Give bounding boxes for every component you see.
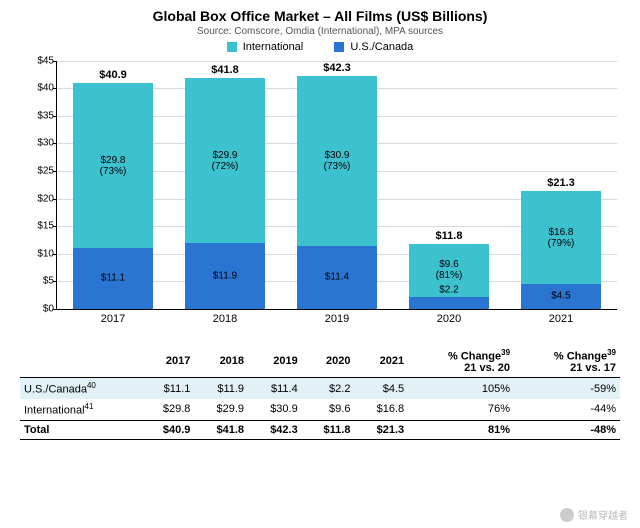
table-cell: $2.2 <box>302 378 355 399</box>
bar-segment-label-international: $30.9 (73%) <box>297 150 378 172</box>
legend-international: International <box>227 41 304 53</box>
bar-total-label: $40.9 <box>73 69 154 81</box>
page-root: Global Box Office Market – All Films (US… <box>0 0 640 528</box>
table-header: 2017 <box>141 345 195 378</box>
chart-subtitle: Source: Comscore, Omdia (International),… <box>14 26 626 37</box>
y-axis-label: $40 <box>20 83 54 94</box>
legend-us-canada: U.S./Canada <box>334 41 413 53</box>
table-cell: $4.5 <box>354 378 408 399</box>
bar-group: $42.3 $30.9 (73%) $11.4 <box>297 61 378 309</box>
table-cell: -48% <box>514 420 620 439</box>
chart-title: Global Box Office Market – All Films (US… <box>14 8 626 25</box>
table-cell: $11.1 <box>141 378 195 399</box>
table: 20172018201920202021% Change3921 vs. 20%… <box>20 345 620 440</box>
table-cell: $29.9 <box>194 399 248 420</box>
watermark-text: 银幕穿越者 <box>578 507 628 522</box>
bar-segment-label-us-canada: $11.1 <box>73 273 154 284</box>
legend-label-us-canada: U.S./Canada <box>350 41 413 53</box>
bar-segment-label-us-canada: $11.9 <box>185 271 266 282</box>
legend: International U.S./Canada <box>14 41 626 55</box>
table-cell: $29.8 <box>141 399 195 420</box>
table-cell: -44% <box>514 399 620 420</box>
bar-segment-us-canada <box>409 297 490 309</box>
bar-group: $40.9 $29.8 (73%) $11.1 <box>73 61 154 309</box>
x-axis-label: 2021 <box>549 313 573 325</box>
table-cell: $11.4 <box>248 378 302 399</box>
table-cell: 81% <box>408 420 514 439</box>
y-axis-label: $20 <box>20 193 54 204</box>
row-label: International41 <box>20 399 141 420</box>
watermark-icon <box>560 508 574 522</box>
table-header: % Change3921 vs. 20 <box>408 345 514 378</box>
x-axis-label: 2020 <box>437 313 461 325</box>
table-cell: $41.8 <box>194 420 248 439</box>
table-cell: $11.8 <box>302 420 355 439</box>
y-axis-label: $25 <box>20 166 54 177</box>
table-header: 2019 <box>248 345 302 378</box>
table-cell: $21.3 <box>354 420 408 439</box>
table-cell: 76% <box>408 399 514 420</box>
data-table: 20172018201920202021% Change3921 vs. 20%… <box>20 345 620 440</box>
y-axis-label: $15 <box>20 221 54 232</box>
y-axis-label: $5 <box>20 276 54 287</box>
bar-group: $41.8 $29.9 (72%) $11.9 <box>185 61 266 309</box>
y-axis-label: $30 <box>20 138 54 149</box>
bar-total-label: $42.3 <box>297 62 378 74</box>
table-cell: $11.9 <box>194 378 248 399</box>
chart-plot: $40.9$29.8 (73%)$11.12017$41.8$29.9 (72%… <box>56 61 617 310</box>
table-cell: $42.3 <box>248 420 302 439</box>
table-row: Total$40.9$41.8$42.3$11.8$21.381%-48% <box>20 420 620 439</box>
table-cell: $9.6 <box>302 399 355 420</box>
bar-segment-label-international: $9.6 (81%) <box>409 259 490 281</box>
bar-total-label: $41.8 <box>185 64 266 76</box>
table-row: International41$29.8$29.9$30.9$9.6$16.87… <box>20 399 620 420</box>
table-cell: $40.9 <box>141 420 195 439</box>
bar-segment-label-international: $16.8 (79%) <box>521 227 602 249</box>
bar-group: $21.3 $16.8 (79%) $4.5 <box>521 61 602 309</box>
table-cell: -59% <box>514 378 620 399</box>
table-header: 2018 <box>194 345 248 378</box>
y-axis-label: $45 <box>20 55 54 66</box>
legend-swatch-us-canada <box>334 42 344 52</box>
row-label: Total <box>20 420 141 439</box>
table-header: 2020 <box>302 345 355 378</box>
x-axis-label: 2019 <box>325 313 349 325</box>
table-cell: $16.8 <box>354 399 408 420</box>
chart: $40.9 $29.8 (73%) $11.1 2017 $41.8 $29.9 (72%… <box>20 57 620 337</box>
bar-total-label: $21.3 <box>521 177 602 189</box>
watermark: 银幕穿越者 <box>560 507 628 522</box>
legend-swatch-international <box>227 42 237 52</box>
legend-label-international: International <box>243 41 304 53</box>
bar-segment-label-international: $29.8 (73%) <box>73 155 154 177</box>
bar-segment-label-international: $29.9 (72%) <box>185 150 266 172</box>
table-header: % Change3921 vs. 17 <box>514 345 620 378</box>
table-cell: $30.9 <box>248 399 302 420</box>
bar-segment-label-us-canada: $2.2 <box>409 284 490 295</box>
y-axis-label: $0 <box>20 303 54 314</box>
x-axis-label: 2017 <box>101 313 125 325</box>
row-label: U.S./Canada40 <box>20 378 141 399</box>
bar-total-label: $11.8 <box>409 230 490 242</box>
table-row: U.S./Canada40$11.1$11.9$11.4$2.2$4.5105%… <box>20 378 620 399</box>
table-header: 2021 <box>354 345 408 378</box>
bar-segment-label-us-canada: $11.4 <box>297 272 378 283</box>
bar-group: $11.8 $9.6 (81%) $2.2 <box>409 61 490 309</box>
table-cell: 105% <box>408 378 514 399</box>
bar-segment-label-us-canada: $4.5 <box>521 291 602 302</box>
table-header <box>20 345 141 378</box>
y-axis-label: $35 <box>20 110 54 121</box>
x-axis-label: 2018 <box>213 313 237 325</box>
y-axis-label: $10 <box>20 248 54 259</box>
